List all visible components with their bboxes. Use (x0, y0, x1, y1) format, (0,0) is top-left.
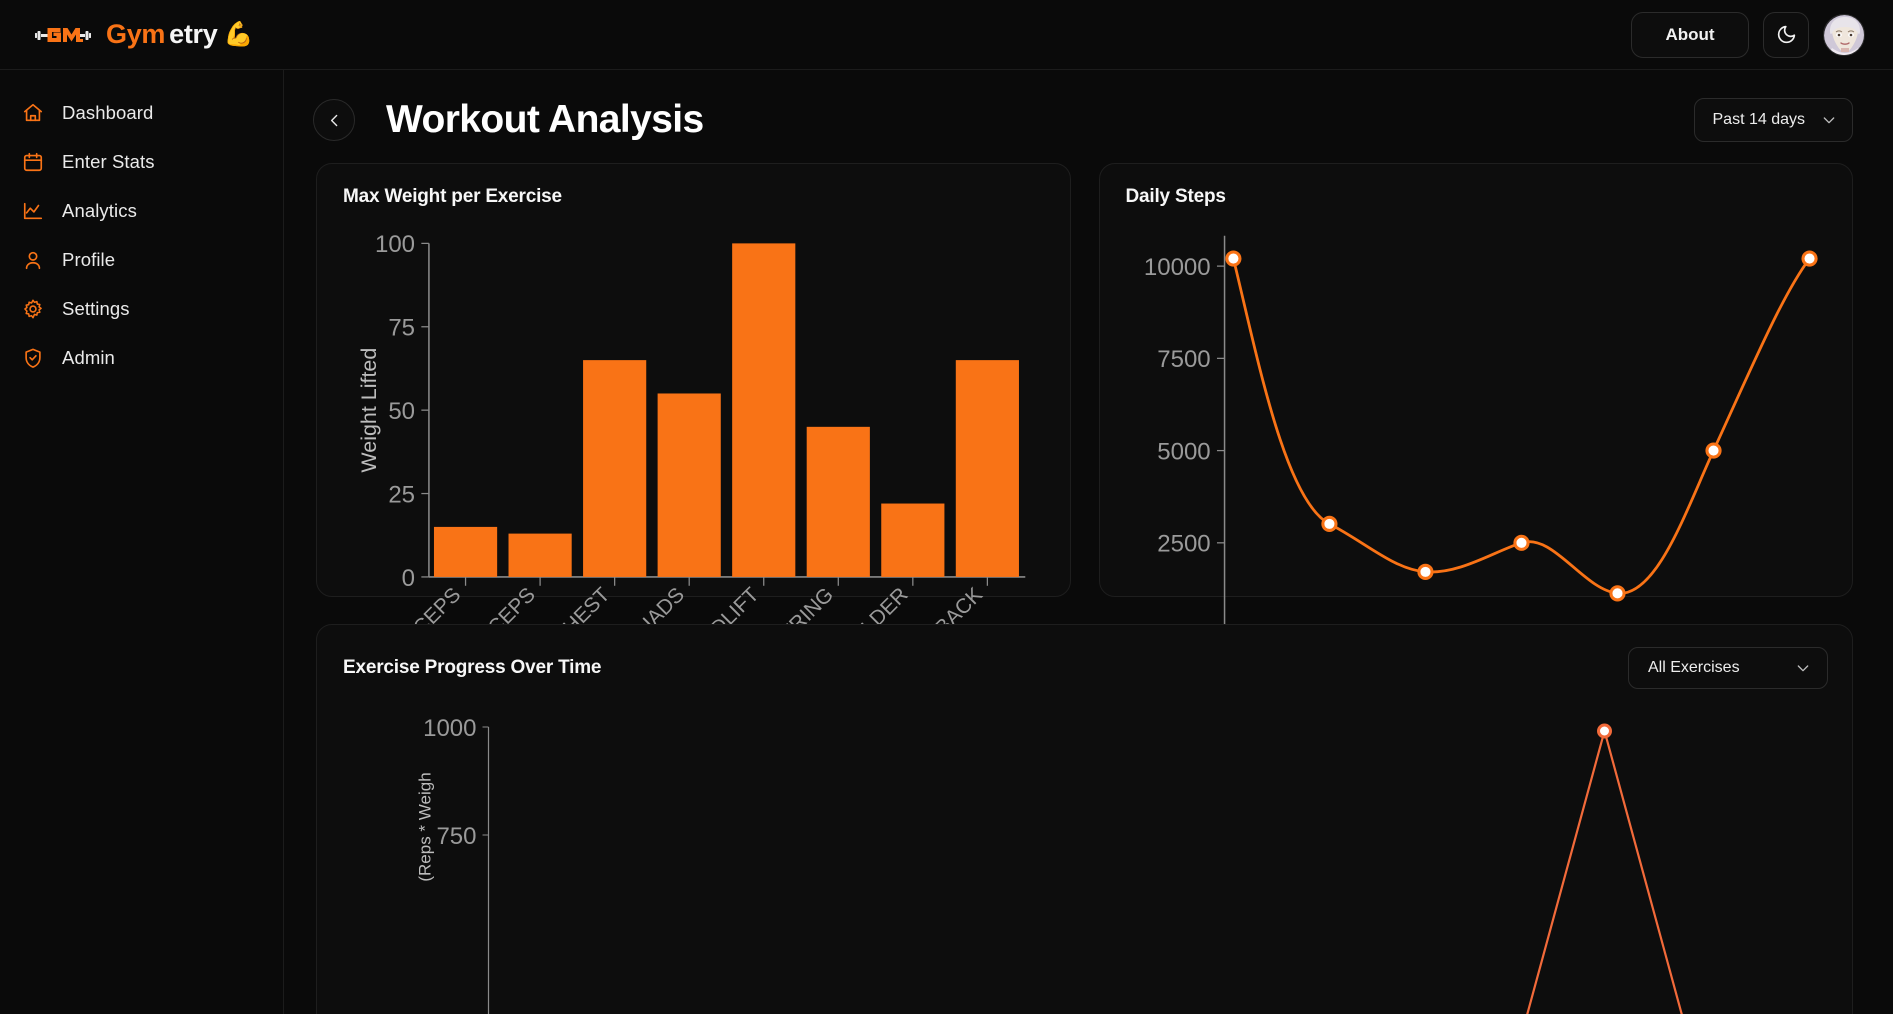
point-12-2 (1416, 563, 1434, 580)
sidebar-item-label: Profile (62, 248, 116, 270)
bar-y-axis-title: Weight Lifted (357, 348, 381, 473)
date-range-select[interactable]: Past 14 days (1693, 98, 1853, 142)
bar-chest (583, 360, 647, 577)
sidebar-item-label: Settings (62, 297, 130, 319)
max-weight-card: Max Weight per Exercise 0 (316, 163, 1071, 678)
calendar-icon (23, 152, 43, 171)
date-range-value: Past 14 days (1712, 111, 1806, 128)
bar-quads (657, 393, 721, 577)
line-chart-icon (23, 202, 43, 219)
charts-row: Max Weight per Exercise 0 (284, 142, 1893, 678)
progress-ytick-1000: 1000 (423, 717, 476, 742)
progress-ytick-750: 750 (436, 823, 476, 850)
back-button[interactable] (313, 99, 355, 141)
line-ytick-10000: 10000 (1143, 254, 1210, 281)
sidebar: Dashboard Enter Stats Analytics Profile (0, 70, 284, 1014)
bar-back (955, 360, 1019, 577)
home-icon (23, 103, 43, 121)
bar-shoulder (881, 503, 945, 577)
exercise-filter-select[interactable]: All Exercises (1628, 647, 1828, 689)
exercise-progress-card-title: Exercise Progress Over Time (343, 657, 602, 678)
max-weight-bar-chart[interactable]: 0 25 50 75 100 Weight Lifted (343, 208, 1046, 678)
exercise-progress-header: Exercise Progress Over Time All Exercise… (343, 647, 1828, 689)
gear-icon (24, 299, 42, 318)
point-18-2 (1704, 442, 1722, 459)
top-bar: Gym etry 💪 About (0, 0, 1893, 70)
chevron-left-icon (330, 114, 337, 126)
avatar[interactable] (1823, 13, 1865, 56)
sidebar-item-label: Dashboard (62, 101, 154, 123)
line-ytick-5000: 5000 (1157, 438, 1210, 465)
point-11-2 (1320, 515, 1338, 532)
page-title: Workout Analysis (386, 98, 704, 141)
body: Dashboard Enter Stats Analytics Profile (0, 70, 1893, 1014)
top-bar-actions: About (1631, 11, 1865, 58)
page-header: Workout Analysis Past 14 days (284, 70, 1893, 142)
sidebar-item-enter-stats[interactable]: Enter Stats (0, 137, 283, 186)
sidebar-item-analytics[interactable]: Analytics (0, 186, 283, 235)
brand-name-part1: Gym (106, 19, 166, 49)
bar-series (433, 243, 1019, 577)
exercise-progress-line-chart[interactable]: 1000 750 (Reps * Weigh (343, 717, 1828, 1014)
point-13-2 (1512, 534, 1530, 551)
brand-name-part2: etry (169, 19, 218, 49)
theme-toggle-button[interactable] (1763, 11, 1809, 58)
main-content: Workout Analysis Past 14 days Max Weight… (284, 70, 1893, 1014)
brand-logo[interactable]: Gym etry 💪 (34, 18, 253, 52)
point-10-2 (1224, 250, 1241, 267)
brand-name: Gym etry 💪 (106, 19, 253, 50)
progress-y-axis-title: (Reps * Weigh (416, 772, 435, 881)
about-button[interactable]: About (1631, 11, 1749, 58)
flexed-biceps-icon: 💪 (223, 21, 254, 48)
shield-check-icon (25, 348, 41, 368)
barbell-gm-logo-icon (35, 27, 91, 42)
daily-steps-card: Daily Steps 0 2500 5 (1098, 163, 1853, 675)
exercise-progress-line (1526, 729, 1683, 1014)
sidebar-item-admin[interactable]: Admin (0, 333, 283, 382)
sidebar-item-label: Analytics (62, 199, 137, 221)
bar-triceps (508, 533, 572, 577)
bar-ytick-50: 50 (388, 398, 415, 425)
moon-icon (1777, 25, 1795, 44)
daily-steps-card-title: Daily Steps (1125, 186, 1226, 207)
chevron-down-icon (1823, 117, 1835, 124)
bar-deadlift (732, 243, 796, 577)
sidebar-item-settings[interactable]: Settings (0, 284, 283, 333)
line-ytick-2500: 2500 (1157, 531, 1210, 558)
line-ytick-7500: 7500 (1157, 346, 1210, 373)
user-avatar-icon (1824, 14, 1864, 55)
exercise-filter-value: All Exercises (1648, 659, 1740, 676)
daily-steps-line-chart[interactable]: 0 2500 5000 7500 10000 (1126, 208, 1829, 678)
point-20-2 (1800, 250, 1818, 267)
bar-ytick-100: 100 (375, 231, 415, 258)
progress-peak-point (1597, 723, 1612, 739)
bar-ytick-75: 75 (388, 315, 415, 342)
sidebar-item-profile[interactable]: Profile (0, 235, 283, 284)
sidebar-item-label: Enter Stats (62, 150, 155, 172)
max-weight-card-title: Max Weight per Exercise (343, 186, 562, 207)
sidebar-item-label: Admin (62, 346, 115, 368)
chevron-down-icon (1797, 665, 1809, 672)
bar-ytick-0: 0 (402, 565, 415, 592)
bar-ytick-25: 25 (388, 481, 415, 508)
bar-hamstring (806, 426, 870, 577)
daily-steps-markers (1224, 250, 1818, 602)
exercise-progress-card: Exercise Progress Over Time All Exercise… (316, 624, 1853, 1014)
user-icon (25, 251, 41, 269)
bar-biceps (433, 526, 498, 577)
point-14-2 (1608, 585, 1626, 602)
sidebar-item-dashboard[interactable]: Dashboard (0, 88, 283, 137)
